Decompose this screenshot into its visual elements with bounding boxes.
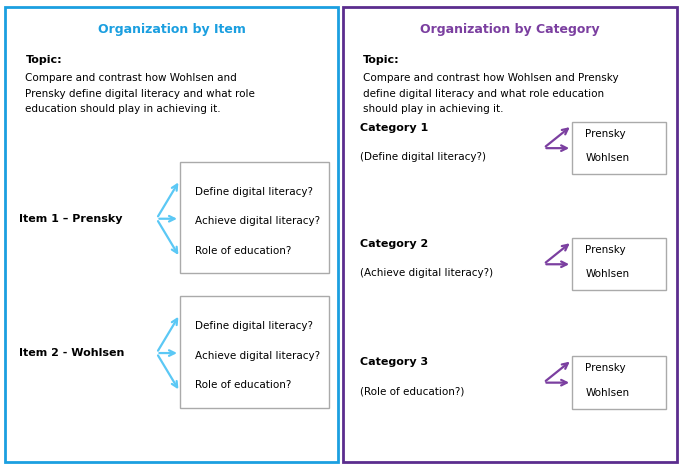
- Text: Prensky: Prensky: [585, 128, 626, 139]
- Text: Compare and contrast how Wohlsen and
Prensky define digital literacy and what ro: Compare and contrast how Wohlsen and Pre…: [25, 73, 255, 114]
- Text: (Role of education?): (Role of education?): [360, 387, 464, 397]
- Text: Category 1: Category 1: [360, 123, 428, 133]
- Text: (Define digital literacy?): (Define digital literacy?): [360, 152, 486, 162]
- Bar: [572, 122, 666, 174]
- Text: Item 1 – Prensky: Item 1 – Prensky: [18, 214, 122, 224]
- Text: Wohlsen: Wohlsen: [585, 153, 629, 163]
- Text: (Achieve digital literacy?): (Achieve digital literacy?): [360, 269, 493, 278]
- Text: Prensky: Prensky: [585, 363, 626, 373]
- Text: Achieve digital literacy?: Achieve digital literacy?: [195, 351, 320, 361]
- Text: Category 3: Category 3: [360, 357, 428, 367]
- Bar: [572, 238, 666, 290]
- Text: Define digital literacy?: Define digital literacy?: [195, 321, 313, 331]
- Bar: [180, 296, 329, 408]
- Text: Category 2: Category 2: [360, 239, 428, 249]
- Text: Organization by Item: Organization by Item: [98, 23, 246, 36]
- Text: Item 2 - Wohlsen: Item 2 - Wohlsen: [18, 348, 124, 358]
- Text: Achieve digital literacy?: Achieve digital literacy?: [195, 217, 320, 226]
- Text: Prensky: Prensky: [585, 245, 626, 255]
- Text: Organization by Category: Organization by Category: [420, 23, 600, 36]
- Text: Wohlsen: Wohlsen: [585, 269, 629, 279]
- Text: Compare and contrast how Wohlsen and Prensky
define digital literacy and what ro: Compare and contrast how Wohlsen and Pre…: [363, 73, 619, 114]
- Text: Topic:: Topic:: [25, 55, 62, 65]
- Text: Define digital literacy?: Define digital literacy?: [195, 187, 313, 197]
- Text: Role of education?: Role of education?: [195, 380, 291, 390]
- Bar: [572, 356, 666, 409]
- Text: Topic:: Topic:: [363, 55, 400, 65]
- Text: Role of education?: Role of education?: [195, 246, 291, 256]
- Text: Wohlsen: Wohlsen: [585, 388, 629, 398]
- Bar: [180, 162, 329, 273]
